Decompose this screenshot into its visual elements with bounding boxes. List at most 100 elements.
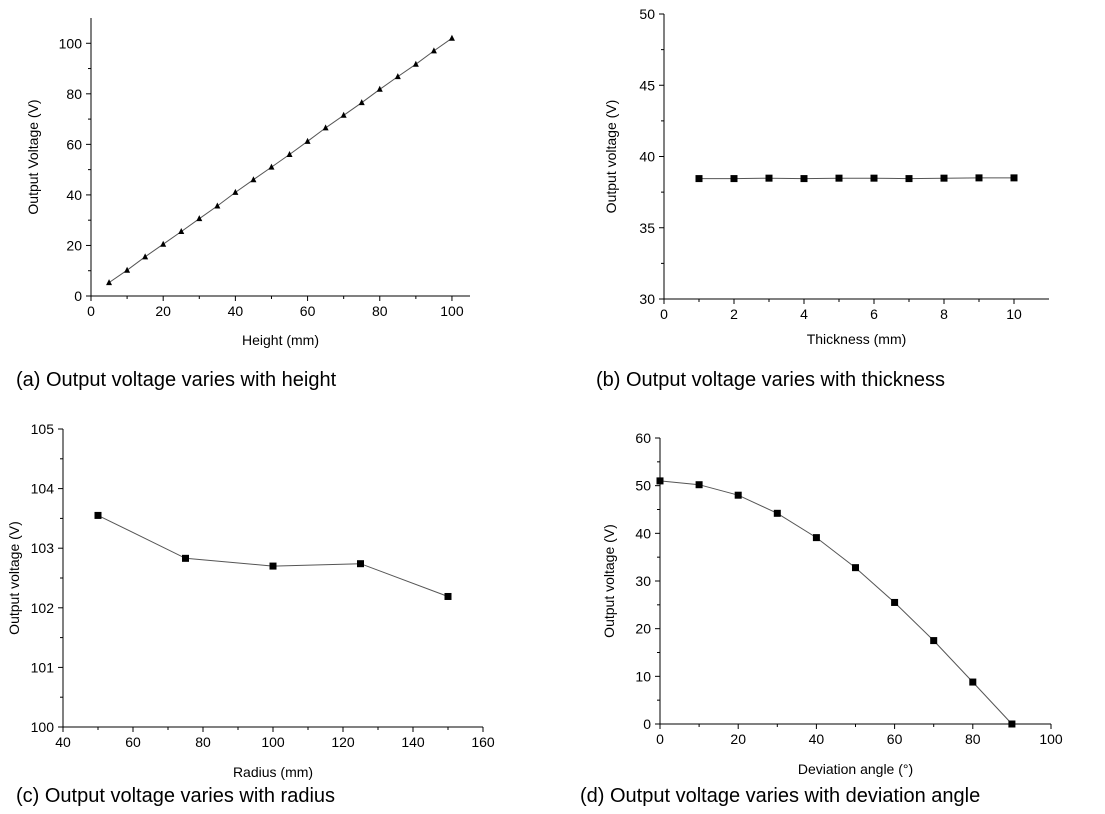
x-tick-label: 120 bbox=[331, 734, 355, 750]
data-point bbox=[250, 176, 257, 183]
data-point bbox=[232, 188, 239, 195]
y-tick-label: 45 bbox=[639, 77, 655, 93]
data-point bbox=[448, 34, 455, 41]
y-tick-label: 102 bbox=[31, 600, 55, 616]
data-point bbox=[322, 124, 329, 131]
x-tick-label: 0 bbox=[656, 731, 664, 747]
data-point bbox=[430, 47, 437, 54]
data-point bbox=[695, 175, 703, 183]
x-tick-label: 0 bbox=[660, 306, 668, 322]
y-tick-label: 30 bbox=[639, 291, 655, 307]
y-tick-label: 0 bbox=[643, 716, 651, 732]
data-point bbox=[304, 137, 311, 144]
x-tick-label: 6 bbox=[870, 306, 878, 322]
data-point bbox=[870, 174, 878, 182]
x-tick-label: 140 bbox=[401, 734, 425, 750]
x-tick-label: 40 bbox=[55, 734, 71, 750]
data-point bbox=[178, 228, 185, 235]
data-point bbox=[975, 174, 983, 182]
data-point bbox=[214, 202, 221, 209]
series-line bbox=[659, 480, 1013, 725]
data-point bbox=[106, 279, 113, 286]
data-point bbox=[852, 564, 859, 572]
data-point bbox=[1008, 720, 1016, 728]
data-point bbox=[124, 266, 131, 273]
y-tick-label: 101 bbox=[31, 659, 55, 675]
x-axis-label: Radius (mm) bbox=[233, 764, 313, 780]
x-tick-label: 10 bbox=[1006, 306, 1022, 322]
y-tick-label: 20 bbox=[66, 237, 82, 253]
x-tick-label: 20 bbox=[730, 731, 746, 747]
data-point bbox=[182, 554, 189, 562]
data-point bbox=[891, 598, 899, 606]
x-tick-label: 8 bbox=[940, 306, 948, 322]
data-point bbox=[394, 73, 401, 80]
y-axis-label: Output voltage (V) bbox=[6, 521, 22, 635]
x-tick-label: 100 bbox=[1039, 731, 1063, 747]
series-line bbox=[699, 177, 1014, 180]
x-tick-label: 4 bbox=[800, 306, 808, 322]
y-tick-label: 60 bbox=[635, 430, 651, 446]
data-point bbox=[357, 560, 364, 568]
y-axis-label: Output voltage (V) bbox=[603, 100, 619, 214]
x-tick-label: 2 bbox=[730, 306, 738, 322]
x-tick-label: 80 bbox=[965, 731, 981, 747]
y-tick-label: 105 bbox=[31, 421, 55, 437]
data-point bbox=[969, 678, 977, 686]
data-point bbox=[412, 60, 419, 67]
x-tick-label: 100 bbox=[440, 303, 464, 319]
chart-3: 40 60 80 100 120 140 160 100 101 102 103 104 105 Radi… bbox=[6, 421, 495, 807]
y-tick-label: 50 bbox=[639, 6, 655, 22]
data-point bbox=[800, 175, 808, 183]
x-tick-label: 80 bbox=[195, 734, 211, 750]
x-tick-label: 0 bbox=[87, 303, 95, 319]
data-point bbox=[376, 85, 383, 92]
y-tick-label: 80 bbox=[66, 86, 82, 102]
y-tick-label: 35 bbox=[639, 220, 655, 236]
data-point bbox=[444, 592, 452, 600]
x-tick-label: 20 bbox=[155, 303, 171, 319]
data-point bbox=[269, 562, 277, 570]
y-axis-label: Output Voltage (V) bbox=[25, 99, 41, 214]
x-tick-label: 40 bbox=[228, 303, 244, 319]
x-tick-label: 40 bbox=[809, 731, 825, 747]
data-point bbox=[196, 215, 203, 222]
data-point bbox=[286, 150, 293, 157]
data-point bbox=[695, 481, 703, 489]
x-tick-label: 60 bbox=[300, 303, 316, 319]
data-point bbox=[812, 534, 820, 542]
chart-4: 0 20 40 60 80 100 0 10 20 30 40 50 60 Deviation angle… bbox=[580, 430, 1063, 807]
chart-1: 0 20 40 60 80 100 0 20 40 60 80 100 Height (mm) Outpu… bbox=[16, 18, 470, 391]
data-point bbox=[905, 175, 913, 183]
data-point bbox=[94, 511, 102, 519]
y-tick-label: 20 bbox=[635, 621, 651, 637]
x-axis-label: Deviation angle (°) bbox=[798, 761, 913, 777]
chart-2: 0 2 4 6 8 10 30 35 40 45 50 Thickness (mm) Output vo… bbox=[596, 6, 1049, 391]
data-point bbox=[765, 174, 773, 182]
y-tick-label: 100 bbox=[59, 35, 83, 51]
chart-caption: (a) Output voltage varies with height bbox=[16, 369, 337, 391]
data-point bbox=[358, 99, 365, 106]
data-point bbox=[268, 163, 275, 170]
y-tick-label: 40 bbox=[635, 525, 651, 541]
y-tick-label: 103 bbox=[31, 540, 55, 556]
y-tick-label: 40 bbox=[66, 187, 82, 203]
y-tick-label: 0 bbox=[74, 288, 82, 304]
series-line bbox=[108, 37, 453, 284]
data-point bbox=[930, 637, 938, 645]
data-point bbox=[730, 175, 738, 183]
data-point bbox=[656, 477, 664, 485]
y-tick-label: 100 bbox=[31, 719, 55, 735]
y-tick-label: 10 bbox=[635, 668, 651, 684]
chart-caption: (d) Output voltage varies with deviation… bbox=[580, 785, 980, 807]
chart-caption: (b) Output voltage varies with thickness bbox=[596, 369, 945, 391]
series-line bbox=[97, 514, 449, 597]
x-tick-label: 60 bbox=[125, 734, 141, 750]
x-tick-label: 160 bbox=[471, 734, 495, 750]
data-point bbox=[142, 253, 149, 260]
y-axis-label: Output voltage (V) bbox=[601, 524, 617, 638]
x-axis-label: Height (mm) bbox=[242, 332, 319, 348]
x-axis-label: Thickness (mm) bbox=[807, 331, 907, 347]
data-point bbox=[773, 509, 781, 517]
